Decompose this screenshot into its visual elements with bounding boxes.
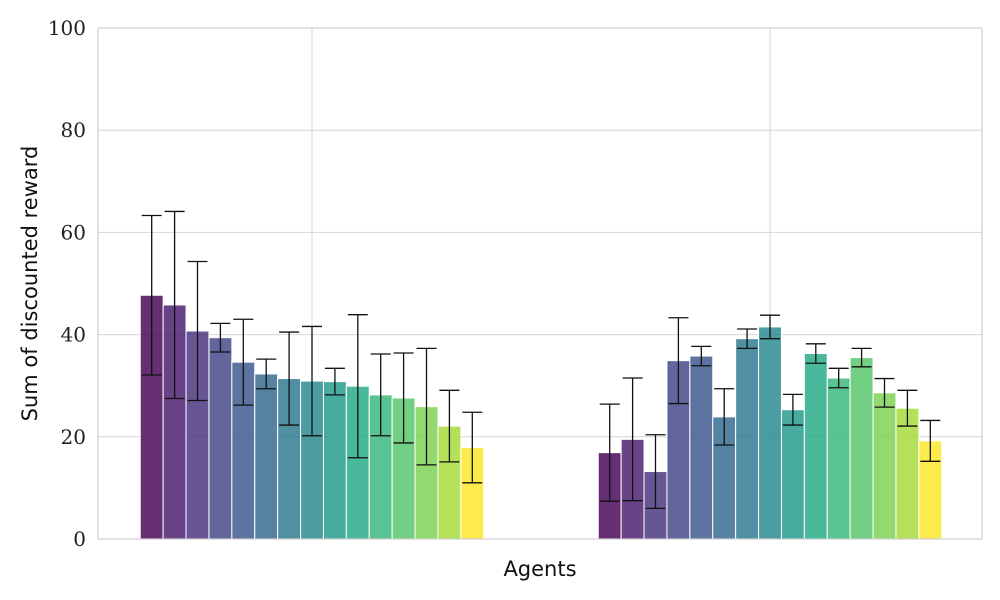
plot-frame	[97, 27, 983, 540]
bar	[758, 326, 782, 540]
bar	[689, 355, 714, 540]
bar	[735, 338, 760, 540]
y-tick-label: 60	[61, 220, 86, 244]
y-tick-label: 0	[73, 527, 86, 551]
bar	[780, 409, 805, 540]
bar	[322, 381, 347, 540]
bar	[254, 373, 279, 540]
y-tick-label: 100	[48, 16, 86, 40]
bar	[803, 353, 828, 540]
bar	[849, 357, 874, 540]
bar	[895, 407, 920, 540]
y-tick-label: 80	[61, 118, 86, 142]
bar	[872, 392, 897, 540]
y-axis-label: Sum of discounted reward	[18, 146, 42, 422]
y-tick-label: 40	[61, 323, 86, 347]
y-tick-labels: 0 20 40 60 80 100	[48, 16, 86, 551]
x-axis-label: Agents	[503, 557, 576, 581]
bar	[826, 377, 851, 540]
error-bars	[141, 210, 941, 509]
bars	[139, 294, 943, 540]
bar	[208, 337, 233, 540]
y-tick-label: 20	[61, 425, 86, 449]
